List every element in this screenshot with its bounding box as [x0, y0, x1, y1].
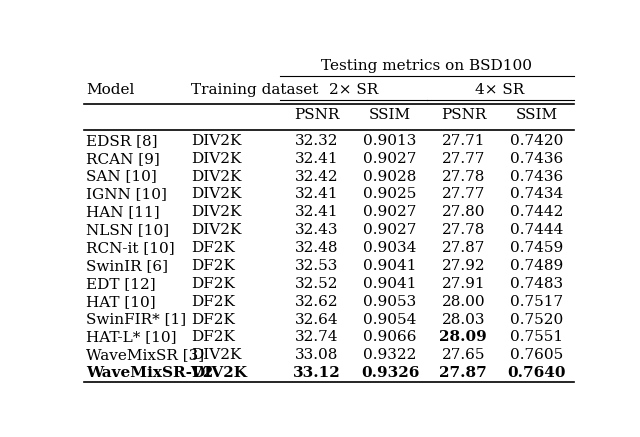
Text: 2× SR: 2× SR	[328, 83, 378, 97]
Text: 27.87: 27.87	[442, 241, 485, 255]
Text: 32.43: 32.43	[295, 223, 339, 237]
Text: DF2K: DF2K	[191, 312, 235, 326]
Text: 32.41: 32.41	[294, 187, 339, 201]
Text: DIV2K: DIV2K	[191, 348, 241, 362]
Text: HAN [11]: HAN [11]	[86, 205, 159, 219]
Text: 27.87: 27.87	[440, 366, 487, 380]
Text: 0.9025: 0.9025	[364, 187, 417, 201]
Text: 32.41: 32.41	[294, 205, 339, 219]
Text: 0.7459: 0.7459	[510, 241, 563, 255]
Text: DIV2K: DIV2K	[191, 187, 241, 201]
Text: 0.9322: 0.9322	[364, 348, 417, 362]
Text: 0.7444: 0.7444	[510, 223, 563, 237]
Text: Testing metrics on BSD100: Testing metrics on BSD100	[321, 59, 532, 73]
Text: IGNN [10]: IGNN [10]	[86, 187, 167, 201]
Text: 0.7517: 0.7517	[510, 295, 563, 309]
Text: HAT [10]: HAT [10]	[86, 295, 156, 309]
Text: DF2K: DF2K	[191, 259, 235, 273]
Text: DF2K: DF2K	[191, 330, 235, 344]
Text: Training dataset: Training dataset	[191, 83, 319, 97]
Text: 27.78: 27.78	[442, 170, 485, 184]
Text: PSNR: PSNR	[294, 108, 339, 121]
Text: DIV2K: DIV2K	[191, 366, 247, 380]
Text: 0.9034: 0.9034	[364, 241, 417, 255]
Text: SSIM: SSIM	[369, 108, 411, 121]
Text: WaveMixSR-V2: WaveMixSR-V2	[86, 366, 213, 380]
Text: 28.00: 28.00	[442, 295, 485, 309]
Text: 27.91: 27.91	[442, 277, 485, 291]
Text: DF2K: DF2K	[191, 241, 235, 255]
Text: 0.9054: 0.9054	[364, 312, 417, 326]
Text: 0.7640: 0.7640	[508, 366, 566, 380]
Text: 0.9041: 0.9041	[363, 277, 417, 291]
Text: 27.71: 27.71	[442, 134, 485, 148]
Text: 0.9053: 0.9053	[364, 295, 417, 309]
Text: 27.80: 27.80	[442, 205, 485, 219]
Text: 0.7434: 0.7434	[510, 187, 563, 201]
Text: 32.52: 32.52	[295, 277, 339, 291]
Text: DF2K: DF2K	[191, 295, 235, 309]
Text: Model: Model	[86, 83, 134, 97]
Text: PSNR: PSNR	[441, 108, 486, 121]
Text: 0.9027: 0.9027	[364, 223, 417, 237]
Text: DIV2K: DIV2K	[191, 223, 241, 237]
Text: 32.62: 32.62	[294, 295, 339, 309]
Text: 0.7489: 0.7489	[510, 259, 563, 273]
Text: SwinIR [6]: SwinIR [6]	[86, 259, 168, 273]
Text: 0.7605: 0.7605	[510, 348, 563, 362]
Text: 0.7420: 0.7420	[510, 134, 563, 148]
Text: 33.12: 33.12	[292, 366, 340, 380]
Text: DIV2K: DIV2K	[191, 152, 241, 166]
Text: 33.08: 33.08	[295, 348, 338, 362]
Text: 0.7436: 0.7436	[510, 152, 563, 166]
Text: 0.9326: 0.9326	[361, 366, 419, 380]
Text: 32.41: 32.41	[294, 152, 339, 166]
Text: 0.7551: 0.7551	[510, 330, 563, 344]
Text: 27.77: 27.77	[442, 187, 485, 201]
Text: 0.9013: 0.9013	[364, 134, 417, 148]
Text: 4× SR: 4× SR	[476, 83, 525, 97]
Text: 32.48: 32.48	[295, 241, 339, 255]
Text: 32.53: 32.53	[295, 259, 338, 273]
Text: 32.74: 32.74	[295, 330, 339, 344]
Text: WaveMixSR [3]: WaveMixSR [3]	[86, 348, 204, 362]
Text: 0.7483: 0.7483	[510, 277, 563, 291]
Text: 0.9028: 0.9028	[364, 170, 417, 184]
Text: HAT-L* [10]: HAT-L* [10]	[86, 330, 177, 344]
Text: 0.9041: 0.9041	[363, 259, 417, 273]
Text: 32.64: 32.64	[294, 312, 339, 326]
Text: 27.92: 27.92	[442, 259, 485, 273]
Text: EDSR [8]: EDSR [8]	[86, 134, 157, 148]
Text: RCN-it [10]: RCN-it [10]	[86, 241, 175, 255]
Text: 32.32: 32.32	[295, 134, 339, 148]
Text: 0.9027: 0.9027	[364, 205, 417, 219]
Text: 32.42: 32.42	[294, 170, 339, 184]
Text: 0.9066: 0.9066	[363, 330, 417, 344]
Text: SAN [10]: SAN [10]	[86, 170, 157, 184]
Text: DF2K: DF2K	[191, 277, 235, 291]
Text: NLSN [10]: NLSN [10]	[86, 223, 169, 237]
Text: 0.7436: 0.7436	[510, 170, 563, 184]
Text: 0.9027: 0.9027	[364, 152, 417, 166]
Text: DIV2K: DIV2K	[191, 170, 241, 184]
Text: 27.65: 27.65	[442, 348, 485, 362]
Text: 0.7520: 0.7520	[510, 312, 563, 326]
Text: 27.78: 27.78	[442, 223, 485, 237]
Text: 27.77: 27.77	[442, 152, 485, 166]
Text: DIV2K: DIV2K	[191, 205, 241, 219]
Text: EDT [12]: EDT [12]	[86, 277, 156, 291]
Text: RCAN [9]: RCAN [9]	[86, 152, 160, 166]
Text: SSIM: SSIM	[516, 108, 558, 121]
Text: DIV2K: DIV2K	[191, 134, 241, 148]
Text: 28.03: 28.03	[442, 312, 485, 326]
Text: 28.09: 28.09	[440, 330, 487, 344]
Text: 0.7442: 0.7442	[510, 205, 563, 219]
Text: SwinFIR* [1]: SwinFIR* [1]	[86, 312, 186, 326]
